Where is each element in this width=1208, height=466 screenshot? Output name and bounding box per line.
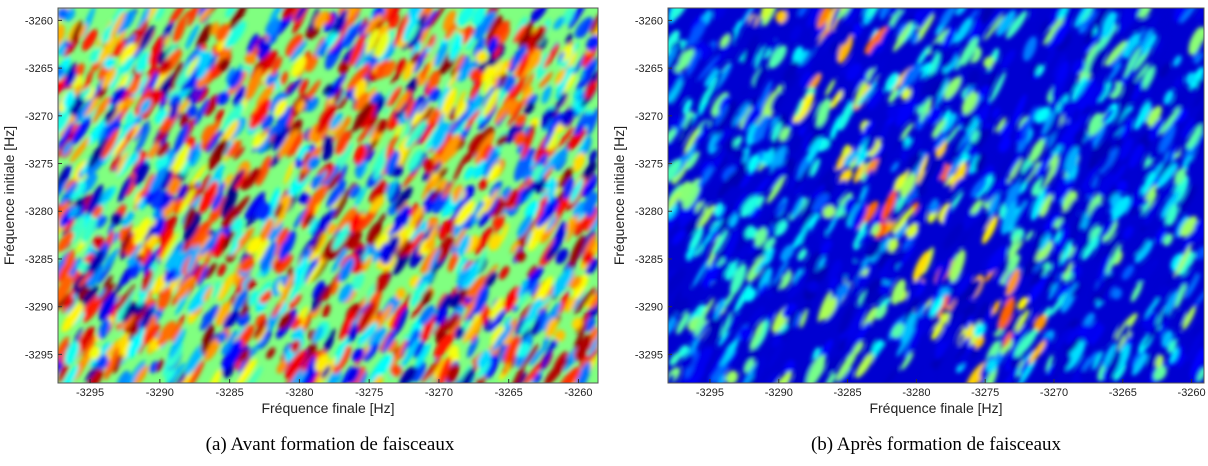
y-tick-label: -3285: [25, 254, 53, 266]
caption: (a) Avant formation de faisceaux: [206, 434, 455, 455]
x-axis-label: Fréquence finale [Hz]: [869, 400, 1002, 416]
heatmap-texture: [668, 8, 1204, 383]
caption: (b) Après formation de faisceaux: [811, 434, 1062, 455]
y-tick-label: -3270: [25, 111, 53, 123]
heatmap-texture: [58, 8, 598, 383]
y-tick-label: -3275: [635, 159, 663, 171]
y-axis-label: Fréquence initiale [Hz]: [611, 126, 627, 265]
y-tick-label: -3280: [635, 206, 663, 218]
x-tick-label: -3265: [495, 387, 523, 399]
y-tick-label: -3260: [635, 15, 663, 27]
y-axis-label: Fréquence initiale [Hz]: [1, 126, 17, 265]
x-tick-label: -3275: [355, 387, 383, 399]
y-tick-label: -3295: [635, 349, 663, 361]
x-tick-label: -3285: [834, 387, 862, 399]
x-tick-label: -3275: [971, 387, 999, 399]
y-tick-label: -3295: [25, 349, 53, 361]
plot-frame: [57, 7, 599, 384]
y-tick-label: -3265: [25, 63, 53, 75]
y-tick-label: -3275: [25, 159, 53, 171]
heatmap-blobs: [668, 8, 1204, 383]
x-axis-label: Fréquence finale [Hz]: [261, 400, 394, 416]
plot-frame: [667, 7, 1205, 384]
heatmap-blobs: [58, 8, 598, 383]
y-tick-label: -3285: [635, 254, 663, 266]
x-tick-label: -3265: [1109, 387, 1137, 399]
x-tick-label: -3295: [696, 387, 724, 399]
x-tick-label: -3270: [425, 387, 453, 399]
y-tick-label: -3290: [25, 302, 53, 314]
y-tick-label: -3290: [635, 302, 663, 314]
x-tick-label: -3260: [564, 387, 592, 399]
y-tick-label: -3265: [635, 63, 663, 75]
x-tick-label: -3280: [902, 387, 930, 399]
x-tick-label: -3285: [216, 387, 244, 399]
y-tick-label: -3270: [635, 111, 663, 123]
x-tick-label: -3270: [1040, 387, 1068, 399]
y-tick-label: -3280: [25, 206, 53, 218]
x-tick-label: -3260: [1178, 387, 1206, 399]
x-tick-label: -3295: [76, 387, 104, 399]
x-tick-label: -3290: [146, 387, 174, 399]
y-tick-label: -3260: [25, 15, 53, 27]
x-tick-label: -3280: [285, 387, 313, 399]
x-tick-label: -3290: [765, 387, 793, 399]
